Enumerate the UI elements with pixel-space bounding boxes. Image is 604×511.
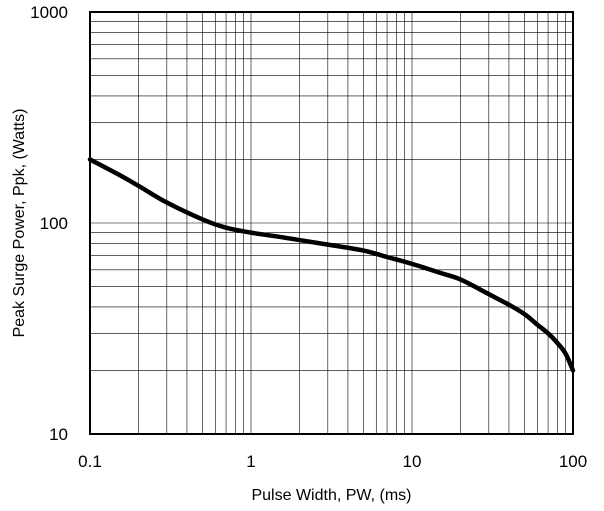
plot-frame (89, 11, 574, 435)
y-axis-title: Peak Surge Power, Ppk, (Watts) (11, 109, 28, 338)
y-tick-label: 100 (40, 214, 68, 233)
x-axis-tick-labels: 0.1 1 10 100 (78, 452, 587, 471)
y-axis-tick-labels: 10 100 1000 (30, 3, 68, 444)
y-tick-label: 10 (49, 425, 68, 444)
series-layer (87, 157, 576, 373)
x-axis-title: Pulse Width, PW, (ms) (251, 487, 411, 504)
grid (89, 12, 573, 435)
x-tick-label: 100 (559, 452, 587, 471)
x-tick-label: 10 (403, 452, 422, 471)
series-line (87, 157, 576, 373)
y-tick-label: 1000 (30, 3, 68, 22)
x-tick-label: 0.1 (78, 452, 102, 471)
x-tick-label: 1 (246, 452, 255, 471)
